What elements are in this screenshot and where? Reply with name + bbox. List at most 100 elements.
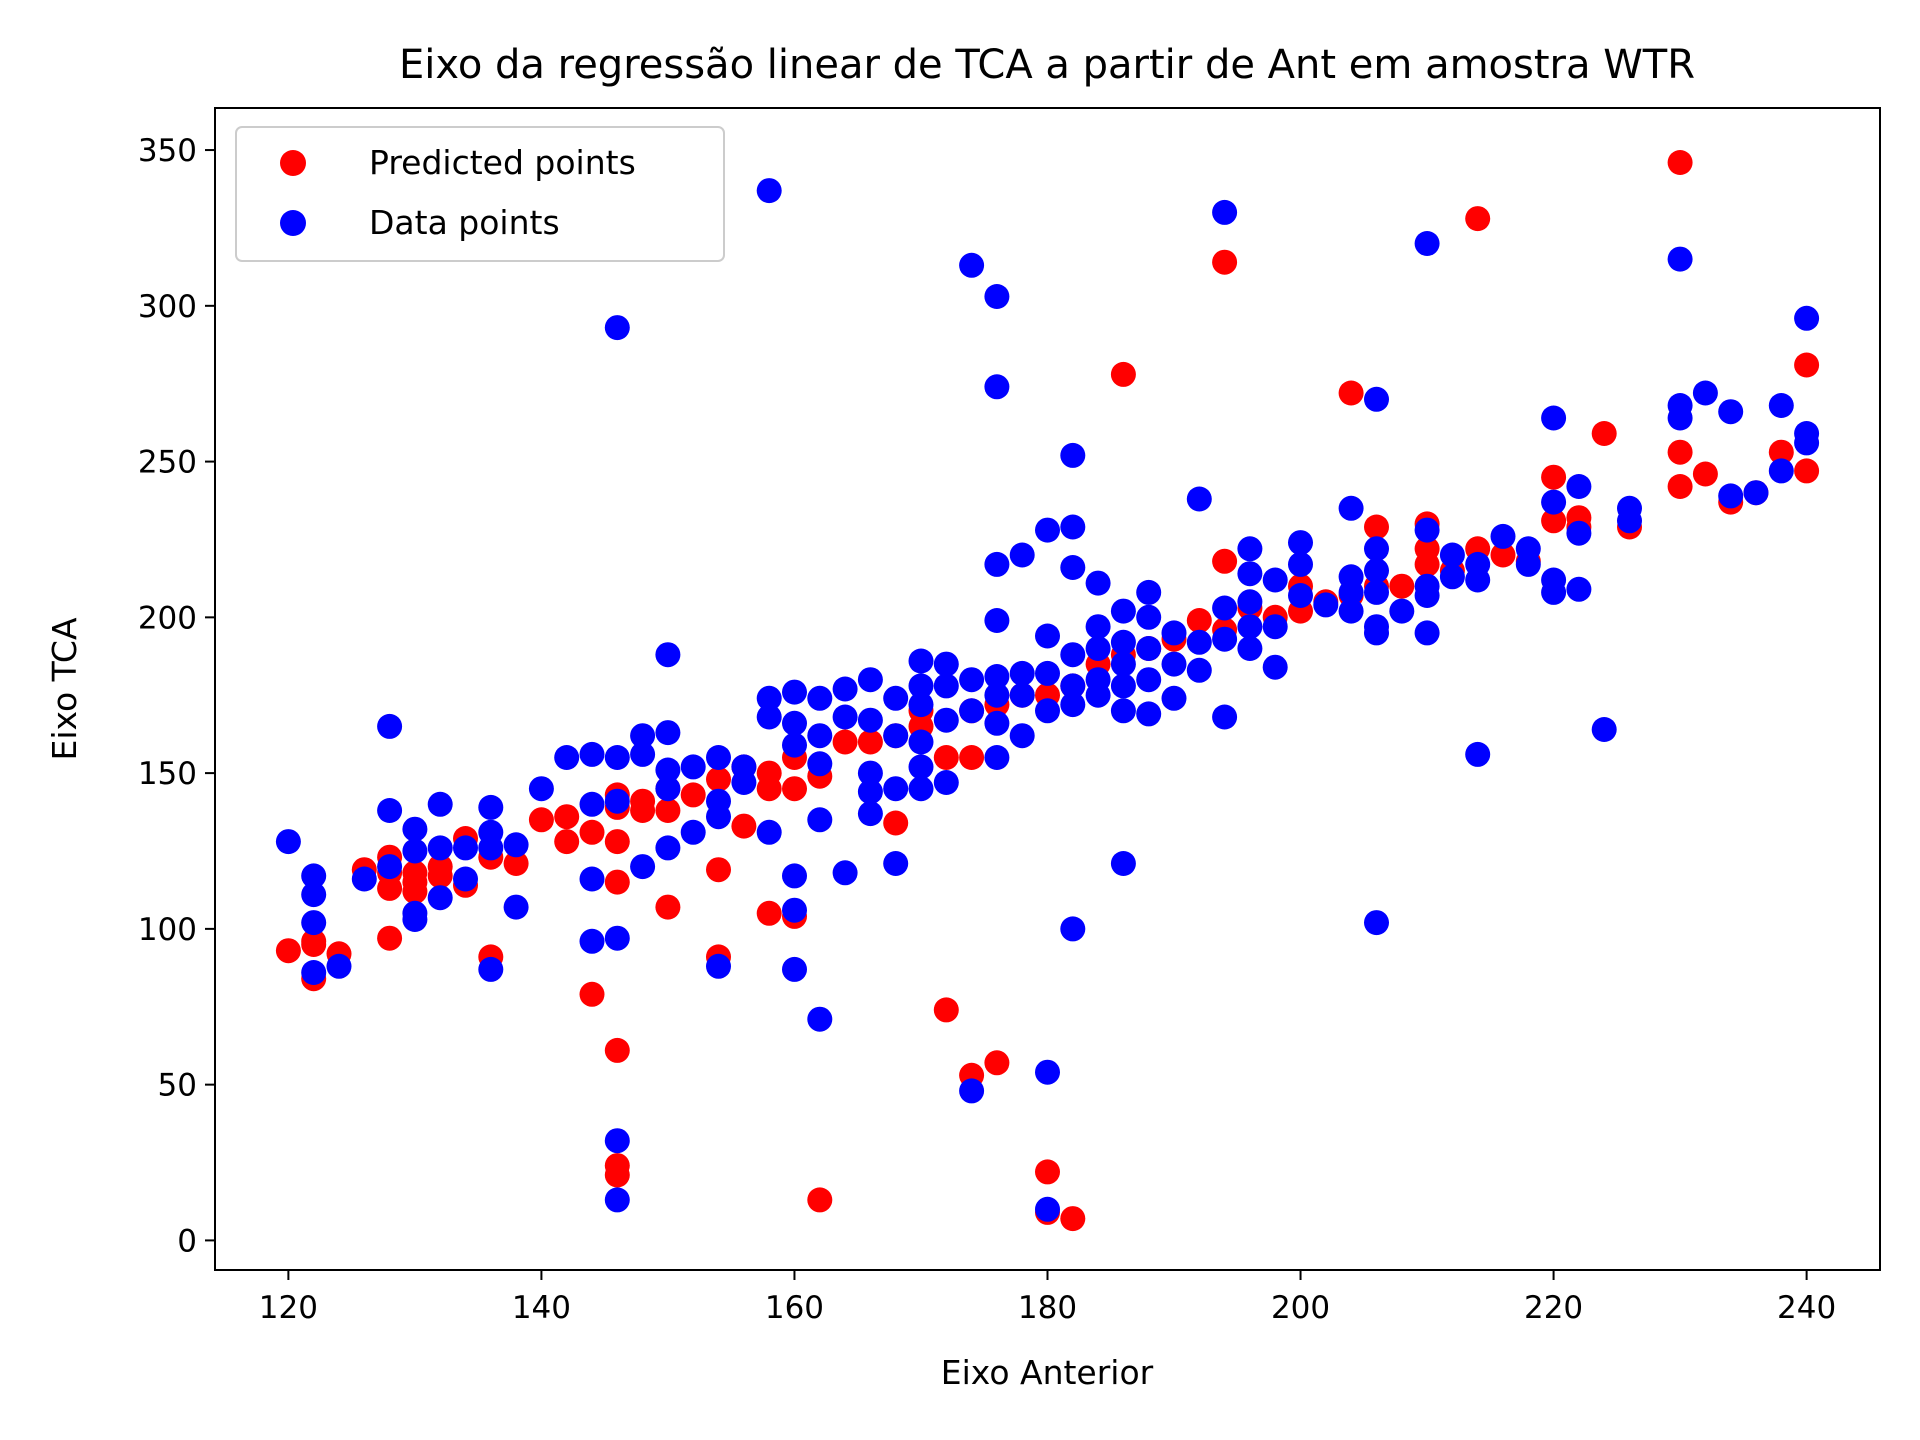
predicted-point-98 <box>1541 508 1567 534</box>
data-point-143 <box>1212 626 1238 652</box>
data-point-126 <box>1110 651 1136 677</box>
data-point-53 <box>756 178 782 204</box>
legend-box <box>235 126 725 262</box>
data-point-68 <box>832 676 858 702</box>
predicted-point-0 <box>275 938 301 964</box>
data-point-55 <box>756 704 782 730</box>
predicted-point-11 <box>402 879 428 904</box>
data-point-131 <box>1136 604 1162 630</box>
data-point-73 <box>857 760 883 786</box>
data-point-147 <box>1237 589 1263 615</box>
predicted-point-86 <box>1364 514 1389 540</box>
data-point-62 <box>782 956 807 982</box>
data-point-187 <box>1566 520 1592 546</box>
data-point-50 <box>706 953 731 979</box>
data-point-170 <box>1414 517 1440 543</box>
data-point-146 <box>1237 561 1263 587</box>
data-point-47 <box>706 745 731 770</box>
predicted-point-34 <box>655 894 681 920</box>
y-tick-label-7: 350 <box>138 133 197 169</box>
data-point-157 <box>1338 495 1364 521</box>
data-point-0 <box>275 829 301 855</box>
data-point-156 <box>1313 592 1339 618</box>
data-point-66 <box>807 807 833 833</box>
data-point-6 <box>351 866 377 892</box>
data-point-138 <box>1186 486 1212 512</box>
data-point-189 <box>1591 717 1617 742</box>
data-point-13 <box>402 907 428 932</box>
data-point-135 <box>1161 620 1187 646</box>
predicted-point-2 <box>301 932 327 957</box>
data-point-155 <box>1288 583 1313 608</box>
data-point-81 <box>908 673 934 699</box>
predicted-point-91 <box>1414 551 1440 577</box>
predicted-point-20 <box>528 807 554 833</box>
x-axis-ticks: 120 140 160 180 200 220 240 <box>259 1270 1836 1326</box>
chart-title: Eixo da regressão linear de TCA a partir… <box>399 42 1695 88</box>
predicted-point-93 <box>1465 206 1491 232</box>
predicted-point-71 <box>1110 361 1136 387</box>
predicted-point-103 <box>1667 150 1693 175</box>
data-point-191 <box>1617 508 1642 534</box>
predicted-point-58 <box>933 745 959 770</box>
data-point-203 <box>1794 430 1820 456</box>
predicted-point-33 <box>630 798 656 823</box>
data-point-127 <box>1110 673 1136 699</box>
data-point-133 <box>1136 667 1162 693</box>
legend-label-data: Data points <box>369 203 560 242</box>
data-point-64 <box>807 723 833 749</box>
data-point-149 <box>1237 636 1263 661</box>
predicted-point-29 <box>604 829 630 855</box>
data-point-29 <box>579 866 605 892</box>
data-point-173 <box>1414 620 1440 646</box>
predicted-point-77 <box>1212 548 1238 574</box>
data-point-120 <box>1085 614 1111 640</box>
data-point-52 <box>731 754 757 780</box>
y-tick-label-3: 150 <box>138 756 197 792</box>
data-point-160 <box>1338 598 1364 624</box>
data-point-129 <box>1110 851 1136 876</box>
data-point-88 <box>933 707 959 733</box>
data-point-104 <box>1009 682 1035 708</box>
data-point-194 <box>1667 405 1693 431</box>
data-point-153 <box>1288 530 1313 556</box>
y-axis-label: Eixo TCA <box>45 617 84 760</box>
data-point-200 <box>1768 458 1794 484</box>
data-point-134 <box>1136 701 1162 727</box>
data-point-87 <box>933 673 959 699</box>
data-point-101 <box>984 745 1010 770</box>
y-tick-label-0: 0 <box>177 1223 197 1259</box>
data-point-24 <box>503 832 529 858</box>
data-point-84 <box>908 754 934 780</box>
data-point-174 <box>1439 542 1465 568</box>
data-point-83 <box>908 729 934 755</box>
predicted-point-104 <box>1667 439 1693 465</box>
data-point-38 <box>630 741 656 767</box>
data-point-130 <box>1136 579 1162 605</box>
data-point-33 <box>604 745 630 770</box>
data-point-15 <box>427 835 453 861</box>
y-tick-label-2: 100 <box>138 912 197 948</box>
series-data <box>275 178 1820 1222</box>
data-point-79 <box>883 851 909 876</box>
predicted-point-12 <box>402 860 428 886</box>
x-tick-label-6: 240 <box>1777 1290 1836 1326</box>
x-tick-label-5: 220 <box>1524 1290 1583 1326</box>
data-point-57 <box>782 679 807 705</box>
data-point-21 <box>478 835 504 861</box>
data-point-75 <box>857 801 883 827</box>
data-point-163 <box>1364 558 1389 584</box>
data-point-11 <box>402 838 428 864</box>
data-point-148 <box>1237 614 1263 640</box>
data-point-2 <box>301 882 327 908</box>
predicted-point-25 <box>604 1037 630 1063</box>
data-point-137 <box>1161 685 1187 711</box>
data-point-90 <box>959 252 985 278</box>
predicted-point-40 <box>706 766 731 792</box>
predicted-point-21 <box>554 829 580 855</box>
y-tick-label-4: 200 <box>138 600 197 636</box>
data-point-80 <box>908 648 934 674</box>
data-point-17 <box>453 835 478 861</box>
data-point-177 <box>1465 567 1491 593</box>
predicted-point-6 <box>377 925 403 951</box>
